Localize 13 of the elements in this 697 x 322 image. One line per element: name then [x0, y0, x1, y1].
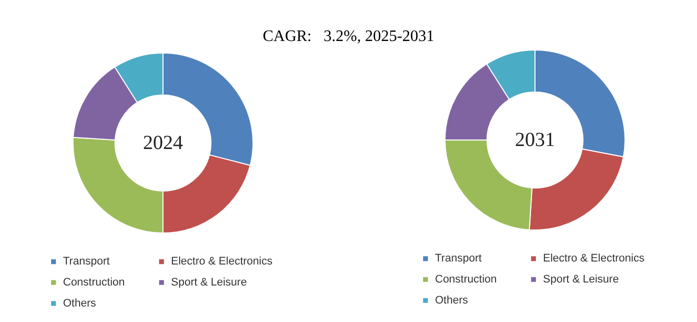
legend-label: Transport — [63, 256, 110, 268]
text: CAGR: 3.2%, 2025-2031 — [262, 28, 436, 46]
text: 2031 — [515, 129, 555, 151]
legend-label: Sport & Leisure — [543, 274, 619, 286]
legend-label: Others — [435, 294, 469, 306]
legend-label: Sport & Leisure — [171, 276, 247, 288]
text: 2024 — [143, 132, 183, 154]
legend-label: Electro & Electronics — [171, 256, 273, 268]
legend-label: Construction — [63, 276, 125, 288]
legend-label: Others — [63, 298, 97, 310]
legend-label: Electro & Electronics — [543, 252, 645, 265]
legend-label: Construction — [435, 274, 497, 286]
legend-label: Transport — [435, 252, 482, 265]
